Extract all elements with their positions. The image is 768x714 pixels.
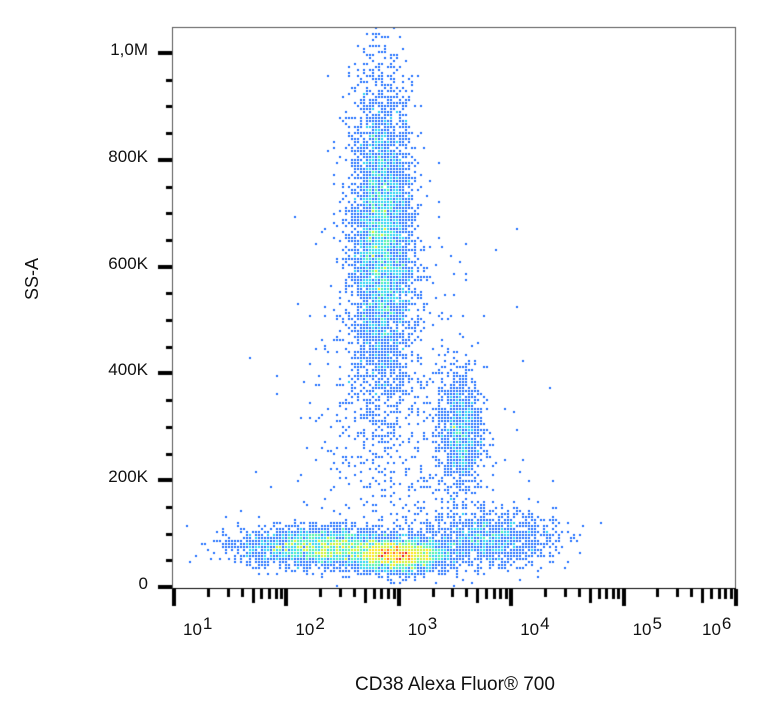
x-tick-label: 102 bbox=[295, 614, 325, 639]
y-tick-label: 800K bbox=[108, 146, 148, 166]
y-tick-label: 0 bbox=[138, 574, 148, 593]
y-tick-label: 200K bbox=[108, 467, 148, 487]
x-tick-label: 104 bbox=[520, 614, 550, 639]
x-tick-label: 105 bbox=[632, 614, 662, 639]
x-tick-label: 103 bbox=[407, 614, 438, 639]
y-tick-label: 1,0M bbox=[110, 40, 148, 59]
y-tick-label: 400K bbox=[108, 360, 148, 380]
x-tick-label: 106 bbox=[702, 614, 732, 639]
x-axis-title: CD38 Alexa Fluor® 700 bbox=[355, 674, 555, 695]
y-tick-label: 600K bbox=[108, 253, 148, 273]
y-axis-title: SS-A bbox=[22, 257, 42, 300]
x-tick-label: 101 bbox=[183, 614, 213, 639]
